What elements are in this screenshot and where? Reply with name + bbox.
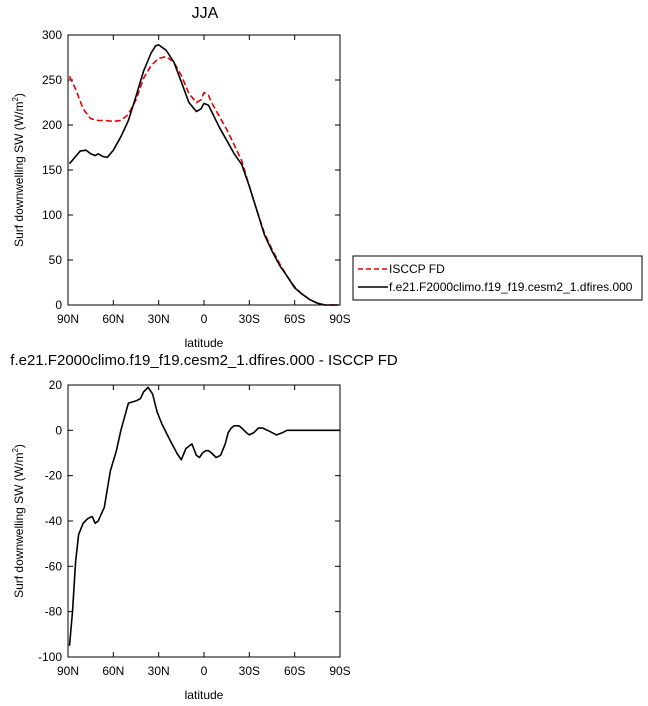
top-y-axis-label-main: Surf downwelling SW (W/m (12, 102, 26, 247)
bottom-x-tick-label: 30N (148, 664, 170, 678)
top-x-tick-label: 30N (148, 312, 170, 326)
top-x-tick-label: 0 (201, 312, 208, 326)
top-y-tick-label: 50 (49, 253, 63, 267)
bottom-y-ticks: -100 -80 -60 -40 -20 0 20 (38, 378, 340, 664)
bottom-y-tick-label: -60 (45, 559, 63, 573)
bottom-x-axis-label: latitude (185, 688, 224, 702)
legend-label-isccp: ISCCP FD (389, 262, 445, 276)
bottom-y-tick-label: 20 (49, 378, 63, 392)
legend: ISCCP FD f.e21.F2000climo.f19_f19.cesm2_… (352, 255, 643, 301)
top-y-tick-label: 300 (42, 28, 62, 42)
bottom-x-tick-label: 90N (57, 664, 79, 678)
top-chart-title: JJA (192, 5, 219, 22)
bottom-x-tick-label: 0 (201, 664, 208, 678)
bottom-plot-frame (67, 384, 341, 658)
top-x-axis-label: latitude (185, 336, 224, 350)
bottom-y-tick-label: -80 (45, 605, 63, 619)
top-y-axis-label: Surf downwelling SW (W/m2) (11, 93, 26, 247)
top-series-lines (68, 44, 339, 306)
bottom-y-tick-label: -20 (45, 469, 63, 483)
top-series-line-1 (68, 44, 339, 306)
bottom-y-tick-label: 0 (55, 423, 62, 437)
top-x-tick-label: 30S (239, 312, 260, 326)
top-y-axis-label-end: ) (12, 93, 26, 97)
top-y-tick-label: 150 (42, 163, 62, 177)
top-y-tick-label: 250 (42, 73, 62, 87)
top-y-ticks: 0 50 100 150 200 250 300 (42, 28, 340, 312)
bottom-y-tick-label: -40 (45, 514, 63, 528)
bottom-x-tick-label: 60S (284, 664, 305, 678)
top-x-tick-label: 60S (284, 312, 305, 326)
bottom-y-axis-label-sup: 2 (11, 448, 20, 453)
top-x-ticks: 90N 60N 30N 0 30S 60S 90S (57, 35, 351, 326)
top-y-axis-label-sup: 2 (11, 97, 20, 102)
top-plot-frame (67, 34, 341, 306)
bottom-y-axis-label: Surf downwelling SW (W/m2) (11, 444, 26, 598)
bottom-y-axis-label-main: Surf downwelling SW (W/m (12, 453, 26, 598)
top-series-line-0 (68, 55, 339, 306)
bottom-series-lines (68, 386, 340, 646)
top-y-tick-label: 200 (42, 118, 62, 132)
legend-label-cesm: f.e21.F2000climo.f19_f19.cesm2_1.dfires.… (389, 280, 633, 294)
bottom-chart-title: f.e21.F2000climo.f19_f19.cesm2_1.dfires.… (10, 352, 398, 369)
top-x-tick-label: 60N (102, 312, 124, 326)
top-x-tick-label: 90S (329, 312, 350, 326)
bottom-y-tick-label: -100 (38, 650, 62, 664)
legend-box (352, 255, 643, 301)
top-y-tick-label: 0 (55, 298, 62, 312)
bottom-x-tick-label: 90S (329, 664, 350, 678)
top-y-tick-label: 100 (42, 208, 62, 222)
top-x-tick-label: 90N (57, 312, 79, 326)
bottom-panel: f.e21.F2000climo.f19_f19.cesm2_1.dfires.… (10, 352, 398, 702)
bottom-series-line-0 (68, 386, 340, 646)
bottom-x-tick-label: 60N (102, 664, 124, 678)
bottom-y-axis-label-end: ) (12, 444, 26, 448)
bottom-x-tick-label: 30S (239, 664, 260, 678)
bottom-x-ticks: 90N 60N 30N 0 30S 60S 90S (57, 385, 351, 678)
